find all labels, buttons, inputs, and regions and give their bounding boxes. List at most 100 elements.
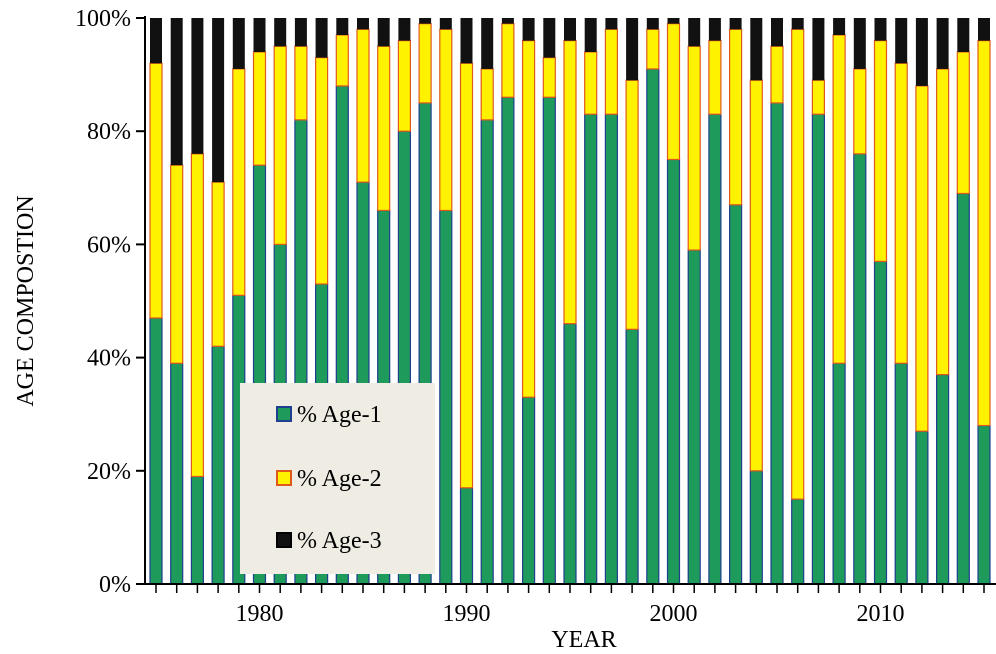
bar-2004-series-3 — [750, 18, 763, 81]
bar-1995-series-2 — [563, 40, 577, 325]
bar-2009-series-2 — [853, 68, 867, 155]
x-axis-title: YEAR — [551, 627, 616, 653]
bar-1988-series-3 — [419, 18, 432, 24]
bar-2004-series-1 — [749, 470, 763, 585]
bar-1993-series-2 — [521, 40, 536, 398]
bar-1981-series-3 — [274, 18, 287, 47]
bar-1985-series-2 — [356, 28, 370, 183]
x-tick-label: 2010 — [857, 601, 905, 627]
y-tick-label: 100% — [75, 6, 131, 32]
bar-1976-series-1 — [170, 362, 184, 585]
bar-2000-series-3 — [667, 18, 680, 24]
bar-2009-series-3 — [853, 18, 866, 69]
bar-1985-series-3 — [357, 18, 369, 30]
bar-1984-series-2 — [335, 34, 349, 87]
bar-2012-series-2 — [915, 85, 929, 432]
bar-2008-series-3 — [833, 18, 846, 35]
y-tick-label: 40% — [87, 346, 131, 372]
bar-2003-series-3 — [729, 18, 742, 30]
bar-2000-series-2 — [666, 23, 681, 161]
bar-1992-series-3 — [501, 18, 514, 24]
bar-2007-series-2 — [811, 79, 826, 115]
bar-2010-series-1 — [873, 260, 888, 585]
bar-2013-series-3 — [936, 18, 949, 69]
bar-1977-series-1 — [190, 475, 204, 585]
bar-1997-series-2 — [604, 28, 619, 115]
bar-1995-series-1 — [563, 323, 577, 585]
bar-2010-series-3 — [874, 18, 887, 41]
bar-2005-series-1 — [770, 102, 784, 585]
bar-1975-series-2 — [149, 62, 163, 319]
bar-2006-series-3 — [791, 18, 804, 30]
legend: % Age-1 % Age-2 % Age-3 — [240, 383, 435, 574]
bar-1984-series-3 — [336, 18, 349, 35]
bar-2013-series-1 — [935, 373, 950, 585]
bar-1996-series-3 — [584, 18, 597, 52]
bar-1989-series-3 — [439, 18, 452, 30]
bar-1975-series-3 — [150, 18, 162, 64]
bar-2002-series-1 — [708, 113, 722, 585]
bar-1994-series-2 — [542, 57, 556, 98]
bar-1979-series-3 — [232, 18, 245, 69]
legend-swatch-1 — [276, 406, 292, 422]
bar-1993-series-1 — [521, 396, 536, 585]
bar-1994-series-1 — [542, 96, 556, 585]
bar-1990-series-2 — [459, 62, 474, 489]
legend-swatch-2 — [276, 470, 292, 486]
bar-1999-series-2 — [646, 28, 660, 70]
legend-label-3: % Age-3 — [297, 528, 382, 554]
bar-1992-series-2 — [501, 23, 515, 98]
bar-2006-series-2 — [791, 28, 805, 500]
bar-1987-series-3 — [398, 18, 411, 41]
y-tick-label: 60% — [87, 232, 131, 258]
legend-label-2: % Age-2 — [297, 466, 382, 492]
bar-2001-series-1 — [687, 249, 701, 585]
y-tick-label: 80% — [87, 119, 131, 145]
bar-2004-series-2 — [749, 79, 763, 472]
bars-layer — [149, 18, 991, 585]
bar-2006-series-1 — [791, 498, 805, 585]
bar-1986-series-3 — [377, 18, 390, 47]
bar-2007-series-1 — [811, 113, 826, 585]
bar-1988-series-2 — [418, 23, 432, 104]
bar-1998-series-1 — [625, 328, 639, 585]
bar-1982-series-2 — [294, 45, 308, 121]
bar-1977-series-2 — [190, 153, 204, 478]
bar-1996-series-1 — [584, 113, 598, 585]
bar-1979-series-2 — [232, 68, 246, 296]
x-tick-label: 1990 — [443, 601, 491, 627]
bar-1991-series-2 — [480, 68, 494, 121]
bar-2001-series-3 — [688, 18, 701, 47]
bar-1998-series-3 — [626, 18, 639, 81]
bar-1982-series-3 — [294, 18, 307, 47]
bar-1978-series-3 — [212, 18, 225, 183]
x-ticks: 1980 1990 2000 2010 — [155, 584, 985, 627]
bar-2005-series-2 — [770, 45, 784, 104]
bar-1997-series-1 — [604, 113, 619, 585]
bar-1976-series-3 — [170, 18, 183, 166]
bar-1998-series-2 — [625, 79, 639, 330]
bar-2015-series-2 — [977, 40, 991, 427]
bar-2012-series-3 — [915, 18, 928, 86]
bar-1991-series-1 — [480, 119, 494, 585]
bar-1978-series-2 — [211, 181, 225, 347]
bar-2003-series-1 — [728, 204, 743, 585]
bar-2012-series-1 — [915, 430, 929, 585]
bar-2013-series-2 — [935, 68, 950, 376]
bar-1991-series-3 — [481, 18, 494, 69]
bar-2014-series-3 — [957, 18, 970, 52]
bar-2008-series-1 — [832, 362, 846, 585]
bar-1996-series-2 — [584, 51, 598, 115]
bar-1992-series-1 — [501, 96, 515, 585]
bar-2002-series-3 — [708, 18, 721, 41]
bar-1993-series-3 — [522, 18, 535, 41]
bar-1983-series-3 — [315, 18, 328, 58]
bar-2003-series-2 — [728, 28, 743, 206]
bar-1975-series-1 — [149, 317, 163, 585]
bar-2000-series-1 — [666, 158, 681, 585]
bar-2009-series-1 — [853, 153, 867, 585]
bar-1977-series-3 — [191, 18, 204, 154]
bar-2007-series-3 — [812, 18, 825, 81]
bar-1995-series-3 — [564, 18, 576, 41]
